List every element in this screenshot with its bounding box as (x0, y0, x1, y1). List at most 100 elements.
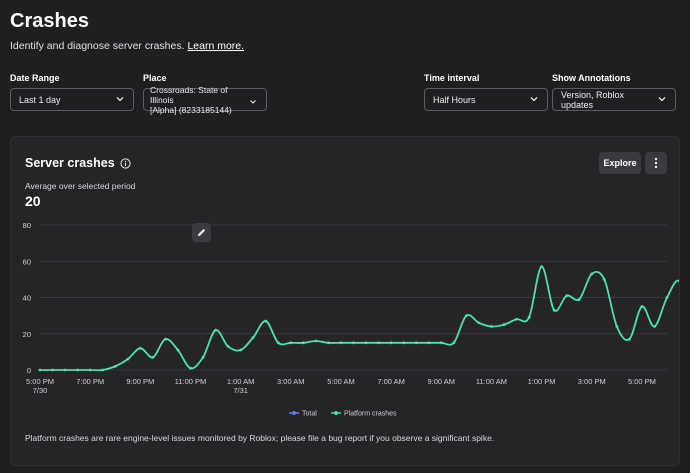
date-range-label: Date Range (10, 73, 60, 83)
data-point (389, 341, 393, 345)
data-point (402, 341, 406, 345)
legend-label: Total (302, 411, 317, 418)
data-point (164, 337, 167, 341)
card-title: Server crashes (25, 156, 131, 170)
data-point (113, 364, 117, 368)
data-point (590, 272, 594, 276)
data-point (76, 368, 80, 372)
data-point (653, 325, 656, 328)
data-point (665, 296, 669, 299)
x-tick-label: 5:00 AM (327, 377, 355, 386)
data-point (301, 341, 305, 345)
annotations-value: Version, Roblox updates (561, 89, 625, 110)
x-tick-label: 1:00 PM (528, 377, 556, 386)
data-point (264, 319, 268, 323)
y-tick-label: 20 (23, 330, 31, 339)
data-point (314, 339, 318, 343)
data-point (126, 357, 130, 361)
data-point (339, 341, 343, 345)
data-point (502, 323, 506, 327)
date-range-value: Last 1 day (19, 94, 61, 105)
y-tick-label: 0 (27, 366, 31, 375)
more-vertical-icon (654, 157, 658, 169)
data-point (515, 317, 518, 321)
chevron-down-icon (530, 96, 538, 101)
x-tick-label: 11:00 PM (175, 377, 207, 386)
data-point (189, 366, 192, 370)
average-label: Average over selected period (25, 181, 136, 191)
legend-marker (334, 411, 338, 415)
x-tick-label: 7:00 AM (377, 377, 405, 386)
data-point (615, 325, 619, 328)
x-tick-sublabel: 7/31 (233, 386, 248, 395)
place-value: Crossroads: State of Illinois [Alpha] (8… (150, 85, 242, 115)
annotations-select[interactable]: Version, Roblox updates (552, 88, 676, 111)
x-tick-label: 3:00 AM (277, 377, 305, 386)
place-value-line2: [Alpha] (8233185144) (150, 104, 232, 115)
data-point (176, 348, 180, 352)
x-tick-label: 9:00 PM (126, 377, 154, 386)
y-tick-label: 80 (23, 221, 31, 230)
data-point (602, 277, 606, 281)
place-value-line1: Crossroads: State of Illinois (150, 84, 228, 105)
data-point (540, 265, 543, 269)
data-point (51, 368, 54, 372)
more-options-button[interactable] (645, 152, 667, 174)
time-interval-select[interactable]: Half Hours (424, 88, 548, 111)
data-point (364, 341, 368, 345)
data-point (276, 341, 280, 345)
time-interval-value: Half Hours (433, 94, 476, 105)
data-point (101, 368, 105, 372)
chevron-down-icon (658, 96, 666, 101)
chevron-down-icon (116, 96, 124, 101)
data-point (477, 321, 481, 325)
data-point (327, 341, 330, 345)
data-point (552, 308, 556, 312)
data-point (352, 341, 355, 345)
average-value: 20 (25, 193, 41, 209)
subtitle-text: Identify and diagnose server crashes. (10, 40, 185, 52)
page-subtitle: Identify and diagnose server crashes. Le… (10, 40, 244, 52)
data-point (640, 305, 644, 308)
data-point (251, 335, 255, 339)
data-point (490, 325, 493, 328)
learn-more-link[interactable]: Learn more. (187, 40, 245, 52)
date-range-select[interactable]: Last 1 day (10, 88, 134, 111)
edit-annotation-button[interactable] (192, 223, 211, 242)
chart-footnote: Platform crashes are rare engine-level i… (25, 433, 495, 443)
data-point (377, 341, 380, 345)
x-tick-label: 1:00 AM (227, 377, 255, 386)
data-point (138, 346, 142, 350)
data-point (678, 279, 679, 283)
place-label: Place (143, 73, 167, 83)
info-icon[interactable] (120, 157, 131, 169)
data-point (214, 328, 217, 332)
data-point (201, 355, 205, 359)
x-tick-label: 11:00 AM (476, 377, 507, 386)
data-point (464, 314, 468, 318)
x-tick-label: 5:00 PM (628, 377, 656, 386)
y-tick-label: 60 (23, 257, 31, 266)
data-point (439, 341, 443, 345)
x-tick-sublabel: 7/30 (33, 386, 48, 395)
card-title-text: Server crashes (25, 156, 115, 170)
place-select[interactable]: Crossroads: State of Illinois [Alpha] (8… (143, 85, 267, 115)
chevron-down-icon (250, 100, 256, 104)
x-tick-label: 5:00 PM (26, 377, 54, 386)
data-point (427, 341, 431, 345)
explore-button[interactable]: Explore (599, 152, 641, 174)
data-point (577, 297, 581, 301)
data-point (63, 368, 67, 372)
pencil-icon (197, 228, 206, 237)
x-tick-label: 3:00 PM (578, 377, 606, 386)
data-point (289, 341, 293, 345)
data-point (627, 337, 631, 341)
data-point (88, 368, 92, 372)
time-interval-label: Time interval (424, 73, 480, 83)
data-point (239, 348, 243, 352)
legend-label: Platform crashes (344, 411, 397, 418)
data-point (527, 316, 531, 319)
data-point (565, 294, 569, 298)
y-tick-label: 40 (23, 294, 31, 303)
